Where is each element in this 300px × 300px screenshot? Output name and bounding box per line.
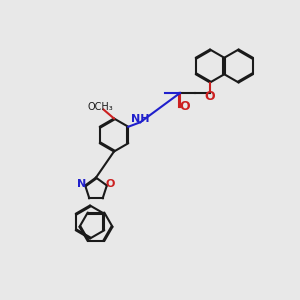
Text: N: N [77, 179, 86, 189]
Text: OCH₃: OCH₃ [88, 101, 113, 112]
Text: NH: NH [131, 114, 149, 124]
Text: O: O [205, 90, 215, 103]
Text: O: O [106, 179, 115, 189]
Text: O: O [179, 100, 190, 113]
